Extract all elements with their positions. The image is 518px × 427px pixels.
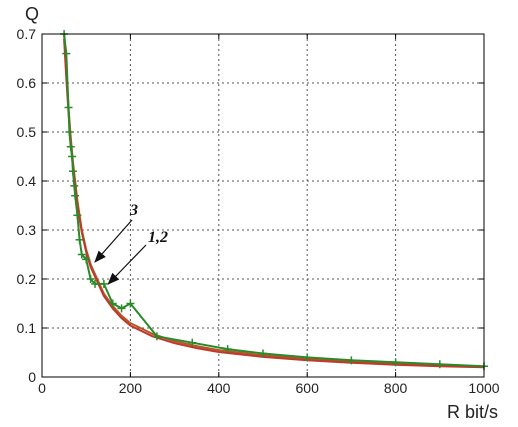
annotation-arrow [107, 244, 147, 285]
series-1-point [188, 338, 197, 347]
x-axis-label: R bit/s [447, 402, 498, 422]
y-tick-label: 0.2 [17, 271, 37, 287]
series-1-point [303, 353, 312, 362]
y-tick-label: 0.6 [17, 75, 37, 91]
series-1-point [82, 255, 91, 264]
y-tick-label: 0.1 [17, 320, 37, 336]
x-tick-label: 1000 [468, 380, 499, 396]
series-2-line [63, 33, 485, 368]
series-1-point [77, 250, 86, 259]
series-1-point [66, 142, 75, 151]
series-1-point [223, 345, 232, 354]
series-1-point [152, 332, 161, 341]
x-tick-label: 0 [38, 380, 46, 396]
series-1-point [70, 181, 79, 190]
series-1-point [65, 128, 74, 136]
y-tick-label: 0.4 [17, 173, 37, 189]
annotations: 31,2 [94, 202, 168, 285]
series-1-point [73, 211, 82, 220]
y-tick-label: 0.3 [17, 222, 37, 238]
series-1-point [64, 103, 73, 112]
annotation-label: 1,2 [148, 229, 168, 246]
series-1-point [259, 349, 267, 358]
series-1-point [75, 235, 84, 244]
series-1-point [108, 299, 117, 308]
y-tick-label: 0.5 [17, 124, 37, 140]
tick-labels: 0 200 400 600 800 1000 0 0.1 0.2 0.3 0.4 0.5 0.6 0.7 [17, 26, 500, 396]
series-1-point [68, 152, 77, 161]
series-1-point [99, 279, 108, 288]
series-1-point [91, 279, 100, 288]
series-1-point [71, 191, 80, 200]
series-3-line [63, 38, 485, 369]
annotation-label: 3 [129, 202, 138, 219]
series-1-point [391, 358, 400, 367]
x-tick-label: 600 [296, 380, 320, 396]
y-tick-label: 0 [28, 369, 36, 385]
x-tick-label: 800 [384, 380, 408, 396]
plot-frame [41, 33, 485, 378]
series-1-point [435, 360, 444, 369]
series-1-point [126, 299, 135, 308]
series-1-point [62, 49, 71, 58]
y-tick-label: 0.7 [17, 26, 37, 42]
series-1-line [63, 33, 485, 368]
series-1-point [117, 304, 126, 313]
series-1-point [347, 356, 356, 365]
annotation-arrow [94, 219, 133, 263]
series-1-point [68, 167, 77, 176]
x-tick-label: 200 [119, 380, 143, 396]
y-axis-label: Q [25, 4, 39, 24]
series-1-point [86, 275, 95, 283]
grid [42, 34, 484, 377]
series-group [60, 30, 488, 371]
x-tick-label: 400 [207, 380, 231, 396]
